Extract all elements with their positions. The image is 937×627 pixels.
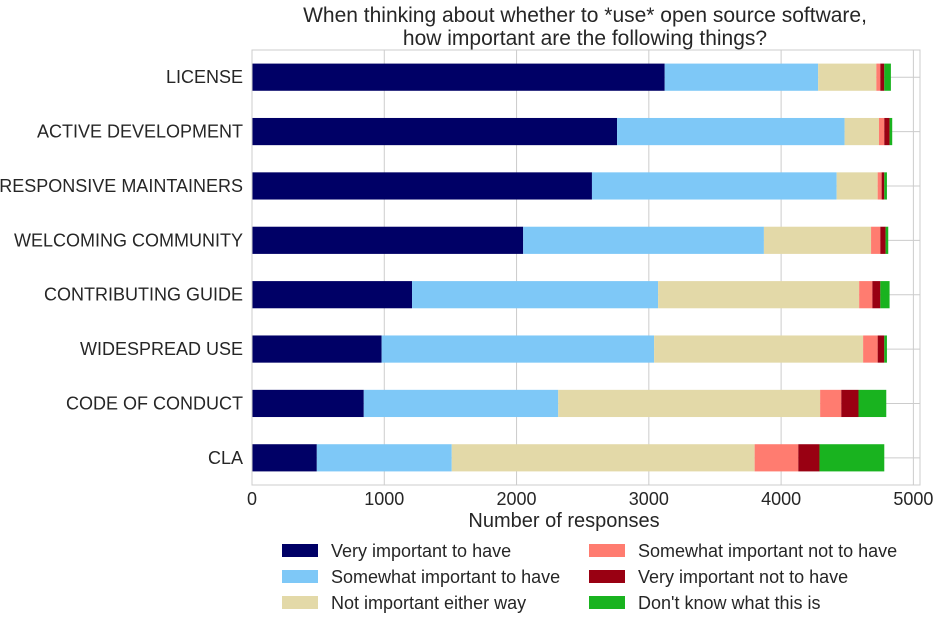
- bar-segment: [836, 172, 878, 200]
- bar-segment: [880, 63, 885, 91]
- bar-segment: [872, 281, 881, 309]
- x-tick-label: 1000: [364, 489, 404, 509]
- bar-segment: [877, 335, 885, 363]
- bars: [252, 63, 893, 472]
- bar-segment: [841, 389, 859, 418]
- legend-swatch: [282, 570, 318, 583]
- bar-segment: [889, 117, 893, 146]
- chart-title: When thinking about whether to *use* ope…: [303, 4, 867, 50]
- x-tick-label: 4000: [761, 489, 801, 509]
- x-axis-label: Number of responses: [468, 510, 659, 532]
- plot-frame: [251, 49, 921, 486]
- bar-segment: [880, 281, 890, 309]
- legend-label: Very important not to have: [638, 567, 848, 587]
- legend-label: Somewhat important not to have: [638, 541, 897, 561]
- x-tick-label: 2000: [497, 489, 537, 509]
- x-tick-label: 0: [247, 489, 257, 509]
- x-tick-label: 5000: [893, 489, 933, 509]
- y-tick-label: WELCOMING COMMUNITY: [14, 230, 243, 250]
- bar-segment: [819, 444, 885, 472]
- bar-segment: [878, 117, 885, 146]
- bar-segment: [754, 444, 799, 472]
- bar-segment: [658, 281, 860, 309]
- bar-segment: [252, 63, 665, 91]
- legend-swatch: [282, 596, 318, 609]
- bar-segment: [591, 172, 837, 200]
- bar-segment: [664, 63, 819, 91]
- legend-swatch: [589, 570, 625, 583]
- bar-segment: [381, 335, 655, 363]
- bar-segment: [252, 117, 618, 146]
- bar-segment: [858, 389, 887, 418]
- x-axis-tick-labels: 0 1000 2000 3000 4000 5000: [247, 489, 933, 509]
- legend-swatch: [282, 544, 318, 557]
- legend: Very important to have Somewhat important…: [282, 541, 897, 613]
- legend-label: Somewhat important to have: [331, 567, 560, 587]
- bar-segment: [523, 226, 764, 254]
- bar-segment: [252, 444, 317, 472]
- y-tick-label: CODE OF CONDUCT: [66, 393, 243, 413]
- legend-swatch: [589, 596, 625, 609]
- bar-segment: [763, 226, 872, 254]
- bar-segment: [617, 117, 845, 146]
- chart-title-line: When thinking about whether to *use* ope…: [303, 4, 867, 27]
- bar-segment: [363, 389, 559, 418]
- bar-segment: [880, 226, 886, 254]
- bar-segment: [859, 281, 873, 309]
- bar-segment: [884, 63, 891, 91]
- y-tick-label: CONTRIBUTING GUIDE: [44, 285, 243, 305]
- chart-title-line: how important are the following things?: [403, 27, 767, 50]
- legend-swatch: [589, 544, 625, 557]
- bar-segment: [252, 226, 524, 254]
- bar-segment: [820, 389, 842, 418]
- bar-segment: [412, 281, 659, 309]
- bar-segment: [885, 226, 889, 254]
- legend-item: Very important to have: [282, 541, 511, 561]
- y-tick-label: RESPONSIVE MAINTAINERS: [0, 176, 243, 196]
- legend-item: Somewhat important not to have: [589, 541, 897, 561]
- bar-segment: [884, 335, 887, 363]
- bar-segment: [252, 281, 413, 309]
- y-tick-label: ACTIVE DEVELOPMENT: [37, 122, 243, 142]
- bar-segment: [877, 172, 882, 200]
- legend-label: Don't know what this is: [638, 593, 821, 613]
- bar-segment: [654, 335, 864, 363]
- y-tick-label: LICENSE: [166, 67, 243, 87]
- y-tick-label: WIDESPREAD USE: [80, 339, 243, 359]
- bar-segment: [558, 389, 821, 418]
- bar-segment: [884, 172, 887, 200]
- bar-segment: [884, 117, 890, 146]
- bar-segment: [881, 172, 885, 200]
- bar-segment: [863, 335, 878, 363]
- legend-item: Very important not to have: [589, 567, 848, 587]
- bar-segment: [876, 63, 881, 91]
- bar-segment: [798, 444, 820, 472]
- legend-label: Very important to have: [331, 541, 511, 561]
- y-axis-tick-labels: LICENSE ACTIVE DEVELOPMENT RESPONSIVE MAIN…: [0, 67, 243, 468]
- legend-item: Not important either way: [282, 593, 526, 613]
- legend-item: Somewhat important to have: [282, 567, 560, 587]
- x-tick-label: 3000: [629, 489, 669, 509]
- bar-segment: [844, 117, 879, 146]
- bar-segment: [252, 389, 364, 418]
- bar-segment: [451, 444, 755, 472]
- legend-label: Not important either way: [331, 593, 526, 613]
- grid-lines: [251, 50, 920, 485]
- y-tick-label: CLA: [208, 448, 243, 468]
- bar-segment: [252, 335, 382, 363]
- bar-segment: [818, 63, 877, 91]
- bar-segment: [871, 226, 881, 254]
- bar-segment: [316, 444, 452, 472]
- legend-item: Don't know what this is: [589, 593, 821, 613]
- bar-segment: [252, 172, 592, 200]
